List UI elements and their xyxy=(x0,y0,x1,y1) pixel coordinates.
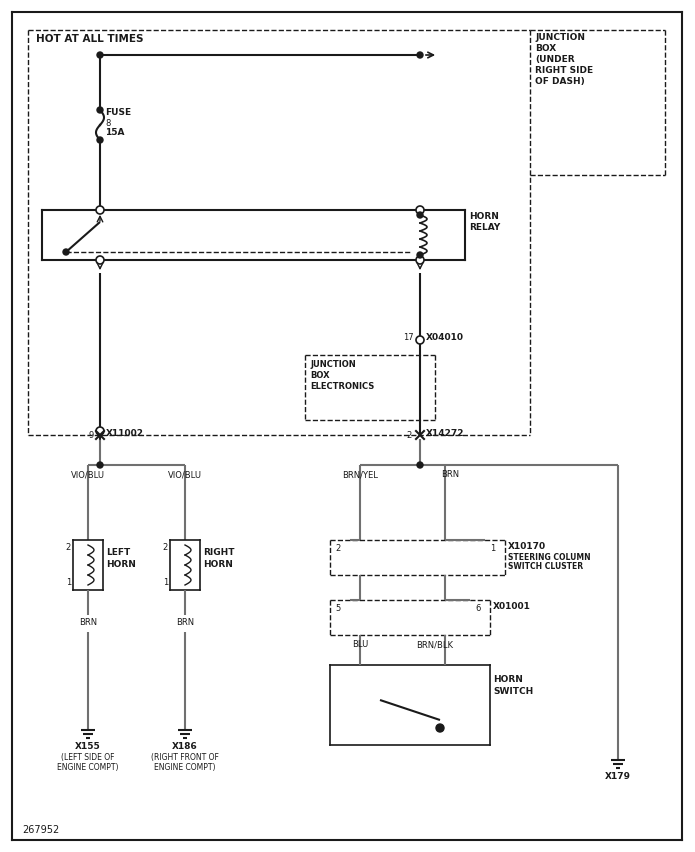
Text: 1: 1 xyxy=(66,578,71,587)
Text: SWITCH CLUSTER: SWITCH CLUSTER xyxy=(508,562,583,571)
Text: HOT AT ALL TIMES: HOT AT ALL TIMES xyxy=(36,34,143,44)
Text: X155: X155 xyxy=(75,742,101,751)
Text: VIO/BLU: VIO/BLU xyxy=(168,470,202,479)
Text: HORN: HORN xyxy=(469,212,499,221)
Text: 6: 6 xyxy=(475,604,480,613)
Circle shape xyxy=(63,249,69,255)
Text: 1: 1 xyxy=(490,544,496,553)
Text: (RIGHT FRONT OF: (RIGHT FRONT OF xyxy=(151,753,219,762)
Text: LEFT: LEFT xyxy=(106,548,130,557)
Text: ELECTRONICS: ELECTRONICS xyxy=(310,382,374,391)
Text: X01001: X01001 xyxy=(493,602,531,611)
Text: BRN: BRN xyxy=(79,618,97,627)
Circle shape xyxy=(97,462,103,468)
Text: HORN: HORN xyxy=(203,560,233,569)
Text: X186: X186 xyxy=(172,742,198,751)
Text: BRN: BRN xyxy=(176,618,194,627)
Circle shape xyxy=(97,52,103,58)
Text: RELAY: RELAY xyxy=(469,223,500,232)
Text: OF DASH): OF DASH) xyxy=(535,77,584,86)
Text: 8: 8 xyxy=(105,119,111,128)
Text: ENGINE COMPT): ENGINE COMPT) xyxy=(57,763,119,772)
Circle shape xyxy=(96,256,104,264)
Circle shape xyxy=(96,206,104,214)
Text: 1: 1 xyxy=(163,578,168,587)
Circle shape xyxy=(417,462,423,468)
Text: 2: 2 xyxy=(66,543,71,552)
Text: JUNCTION: JUNCTION xyxy=(535,33,585,42)
Text: VIO/BLU: VIO/BLU xyxy=(71,470,105,479)
Circle shape xyxy=(97,107,103,113)
Text: BOX: BOX xyxy=(535,44,556,53)
Circle shape xyxy=(417,52,423,58)
Text: 5: 5 xyxy=(335,604,341,613)
Text: 2: 2 xyxy=(335,544,341,553)
Circle shape xyxy=(436,724,444,732)
Text: X11002: X11002 xyxy=(106,429,144,439)
Text: HORN: HORN xyxy=(493,675,523,684)
Text: BOX: BOX xyxy=(310,371,329,380)
Text: JUNCTION: JUNCTION xyxy=(310,360,356,369)
Circle shape xyxy=(416,336,424,344)
Text: FUSE: FUSE xyxy=(105,108,131,117)
Text: X179: X179 xyxy=(605,772,631,781)
Text: BLU: BLU xyxy=(352,640,368,649)
Circle shape xyxy=(416,206,424,214)
Text: STEERING COLUMN: STEERING COLUMN xyxy=(508,553,591,562)
Circle shape xyxy=(97,137,103,143)
Text: 17: 17 xyxy=(403,333,414,343)
Text: 2: 2 xyxy=(407,431,412,440)
Text: 9: 9 xyxy=(89,431,94,440)
Text: 2: 2 xyxy=(163,543,168,552)
Text: X14272: X14272 xyxy=(426,429,464,439)
Text: BRN/YEL: BRN/YEL xyxy=(342,470,378,479)
Text: X04010: X04010 xyxy=(426,333,464,343)
Text: 15A: 15A xyxy=(105,128,124,137)
Text: (LEFT SIDE OF: (LEFT SIDE OF xyxy=(61,753,115,762)
Circle shape xyxy=(417,252,423,258)
Text: RIGHT: RIGHT xyxy=(203,548,234,557)
Text: SWITCH: SWITCH xyxy=(493,687,533,696)
Text: X10170: X10170 xyxy=(508,542,546,551)
Text: RIGHT SIDE: RIGHT SIDE xyxy=(535,66,593,75)
Text: HORN: HORN xyxy=(106,560,136,569)
Text: 267952: 267952 xyxy=(22,825,59,835)
Circle shape xyxy=(416,256,424,264)
Text: (UNDER: (UNDER xyxy=(535,55,575,64)
Text: BRN/BLK: BRN/BLK xyxy=(416,640,454,649)
Circle shape xyxy=(417,212,423,218)
Text: ENGINE COMPT): ENGINE COMPT) xyxy=(154,763,215,772)
Text: BRN: BRN xyxy=(441,470,459,479)
Circle shape xyxy=(96,427,104,435)
